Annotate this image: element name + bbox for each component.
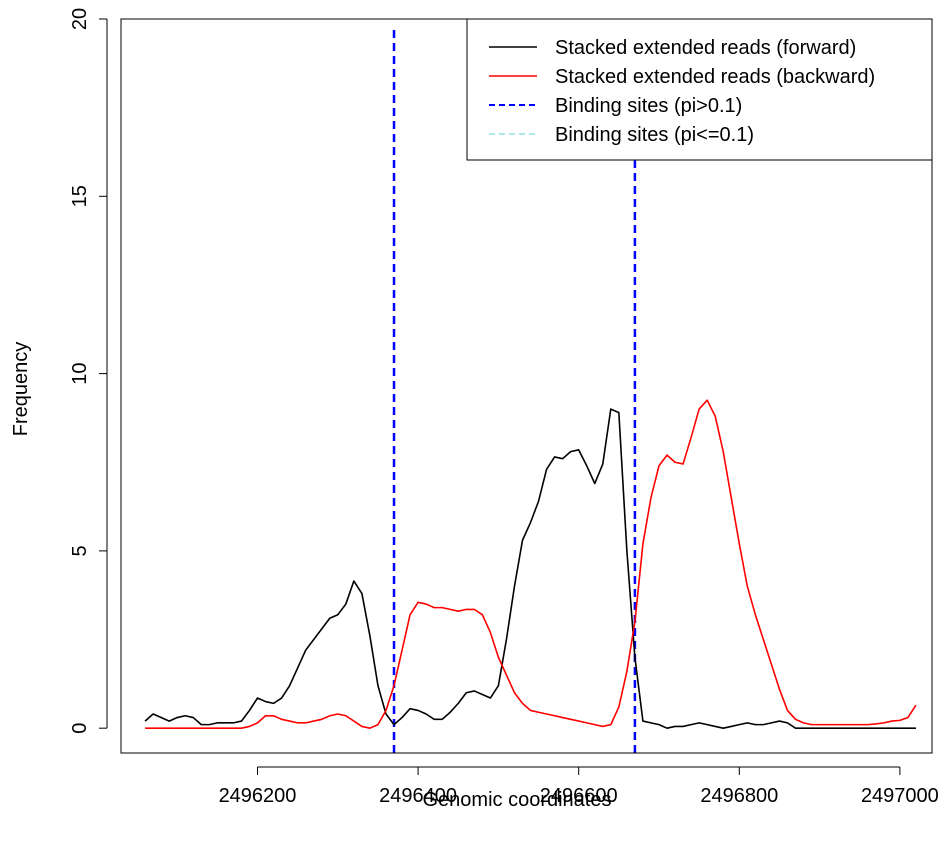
x-tick-label: 2496400: [379, 785, 457, 807]
series-backward: [145, 399, 917, 729]
x-tick-label: 2496200: [219, 785, 297, 807]
legend-label: Stacked extended reads (forward): [555, 37, 856, 59]
legend-label: Binding sites (pi<=0.1): [555, 124, 754, 146]
series-forward: [144, 408, 916, 729]
y-axis-label: Frequency: [10, 342, 32, 437]
y-tick-label: 15: [69, 185, 91, 207]
y-tick-label: 5: [69, 545, 91, 556]
series-line: [144, 408, 916, 729]
y-tick-label: 20: [69, 8, 91, 30]
x-tick-label: 2496600: [540, 785, 618, 807]
legend-label: Stacked extended reads (backward): [555, 66, 875, 88]
x-axis-label: Genomic coordinates: [423, 789, 612, 811]
legend-label: Binding sites (pi>0.1): [555, 95, 742, 117]
y-tick-label: 0: [69, 723, 91, 734]
series-layer: [144, 399, 917, 729]
x-axis: 2496200 2496400 2496600 2496800 2497000: [219, 766, 939, 807]
y-axis: 0 5 10 15 20: [69, 8, 108, 734]
legend-box: [466, 18, 933, 161]
y-tick-label: 10: [69, 362, 91, 384]
series-line: [145, 399, 917, 729]
legend: Stacked extended reads (forward) Stacked …: [466, 18, 933, 161]
x-tick-label: 2496800: [700, 785, 778, 807]
x-tick-label: 2497000: [861, 785, 939, 807]
